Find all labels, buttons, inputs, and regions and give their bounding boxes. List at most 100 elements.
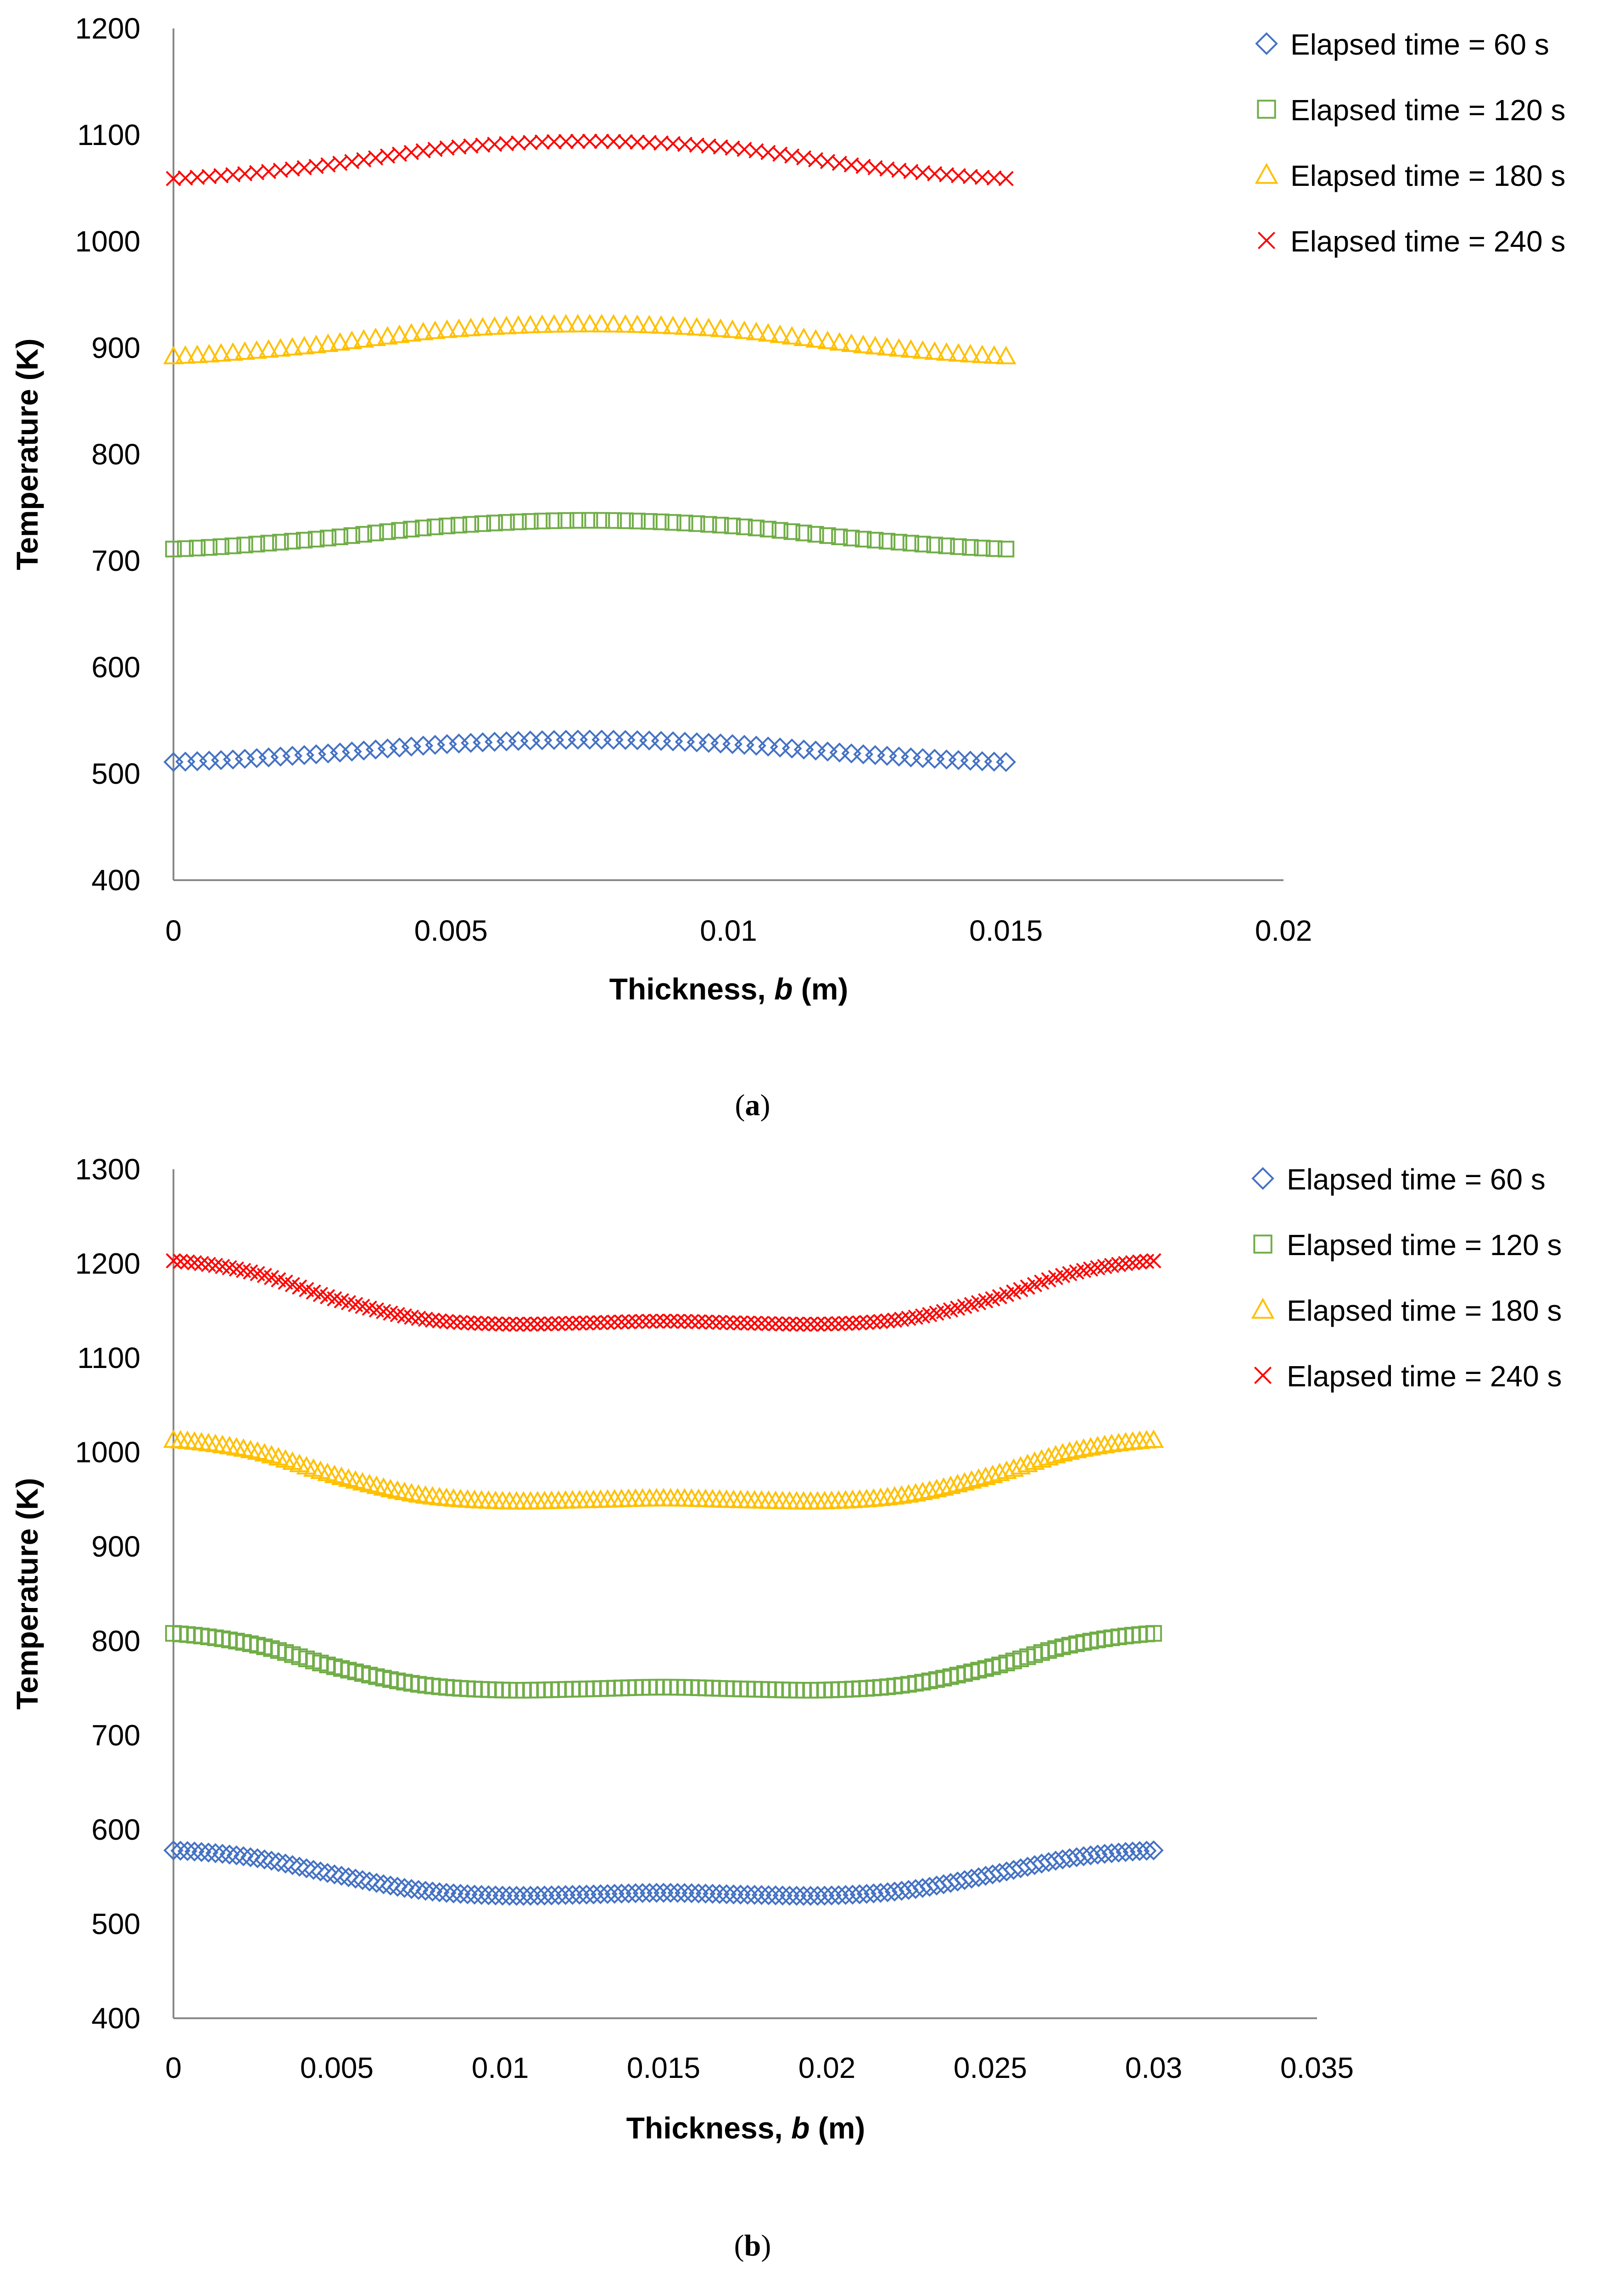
data-point bbox=[270, 746, 291, 767]
data-point bbox=[258, 747, 279, 768]
data-point bbox=[877, 746, 897, 766]
data-point bbox=[974, 540, 991, 557]
data-point bbox=[1129, 1841, 1150, 1861]
data-point bbox=[544, 730, 564, 750]
data-point bbox=[912, 1481, 933, 1501]
data-point bbox=[819, 527, 836, 544]
data-point bbox=[401, 323, 422, 342]
data-point bbox=[387, 1876, 408, 1897]
data-point bbox=[681, 1883, 702, 1904]
data-point bbox=[226, 1845, 247, 1865]
series-3-points bbox=[166, 1253, 1161, 1332]
data-point bbox=[639, 730, 659, 751]
data-point bbox=[268, 1852, 289, 1872]
data-point bbox=[223, 342, 243, 361]
data-point bbox=[751, 1885, 772, 1905]
data-point bbox=[495, 1316, 510, 1332]
y-tick-label: 1100 bbox=[77, 118, 140, 151]
data-point bbox=[695, 1883, 716, 1904]
data-point bbox=[496, 731, 517, 752]
data-point bbox=[581, 512, 598, 529]
data-point bbox=[211, 750, 231, 770]
data-point bbox=[246, 748, 267, 768]
data-point bbox=[663, 1313, 678, 1329]
data-point bbox=[341, 330, 363, 349]
data-point bbox=[508, 1317, 525, 1332]
data-point bbox=[674, 1883, 695, 1903]
data-point bbox=[627, 730, 647, 750]
data-point bbox=[888, 338, 910, 357]
data-point bbox=[178, 170, 193, 186]
data-point bbox=[219, 1844, 240, 1865]
data-point bbox=[989, 1463, 1010, 1481]
data-point bbox=[520, 1886, 541, 1906]
data-point bbox=[901, 747, 921, 768]
data-point bbox=[502, 1316, 517, 1332]
data-point bbox=[795, 525, 812, 542]
data-point bbox=[306, 744, 326, 765]
data-point bbox=[831, 1316, 847, 1331]
data-point bbox=[475, 137, 491, 153]
data-point bbox=[914, 536, 931, 553]
data-point bbox=[900, 339, 921, 358]
data-point bbox=[472, 317, 493, 336]
data-point bbox=[815, 1886, 835, 1906]
data-point bbox=[684, 1314, 699, 1329]
data-point bbox=[781, 738, 802, 759]
data-point bbox=[765, 1885, 786, 1906]
data-point bbox=[1010, 1456, 1031, 1475]
data-point bbox=[377, 326, 398, 345]
data-point bbox=[403, 520, 420, 538]
data-point bbox=[532, 314, 552, 333]
data-point bbox=[310, 1861, 331, 1881]
data-point bbox=[234, 748, 255, 769]
data-point bbox=[254, 1849, 275, 1870]
data-point bbox=[205, 1843, 226, 1864]
x-tick-label: 0.015 bbox=[627, 2051, 700, 2084]
data-point bbox=[919, 1480, 940, 1499]
legend-label: Elapsed time = 60 s bbox=[1287, 1163, 1546, 1196]
data-point bbox=[355, 526, 372, 543]
data-point bbox=[968, 1468, 989, 1487]
data-point bbox=[487, 136, 502, 152]
data-point bbox=[438, 517, 456, 535]
y-tick-labels-b: 400 500 600 700 800 900 1000 1100 1200 1300 bbox=[75, 1153, 140, 2035]
data-point bbox=[436, 1882, 457, 1903]
data-point bbox=[768, 1316, 783, 1332]
data-point bbox=[642, 134, 657, 151]
data-point bbox=[719, 1315, 734, 1330]
series-3-points bbox=[166, 134, 1014, 186]
data-point bbox=[303, 1859, 324, 1880]
data-point bbox=[829, 332, 850, 351]
data-point bbox=[947, 1474, 968, 1492]
data-point bbox=[498, 514, 515, 531]
data-point bbox=[632, 1883, 653, 1903]
data-point bbox=[736, 518, 753, 536]
legend-marker-icon bbox=[1257, 100, 1276, 119]
legend-item: Elapsed time = 60 s bbox=[1251, 1163, 1546, 1196]
data-point bbox=[642, 1313, 658, 1329]
data-point bbox=[938, 537, 955, 554]
data-point bbox=[418, 1312, 433, 1327]
data-point bbox=[625, 1883, 646, 1904]
data-point bbox=[924, 748, 945, 769]
legend-item: Elapsed time = 60 s bbox=[1255, 28, 1549, 61]
y-axis-title-a: Temperature (K) bbox=[10, 339, 44, 570]
data-point bbox=[859, 1315, 875, 1330]
x-axis-title-b: Thickness, b (m) bbox=[626, 2111, 865, 2145]
data-point bbox=[1144, 1840, 1164, 1860]
data-point bbox=[879, 161, 895, 177]
data-point bbox=[873, 1314, 888, 1329]
data-point bbox=[318, 743, 338, 764]
data-points-a bbox=[163, 134, 1016, 772]
data-point bbox=[817, 330, 838, 349]
x-tick-label: 0.03 bbox=[1125, 2051, 1183, 2084]
data-point bbox=[425, 735, 446, 755]
y-tick-label: 400 bbox=[91, 864, 140, 897]
data-point bbox=[866, 1314, 882, 1330]
data-point bbox=[603, 314, 624, 333]
legend-b: Elapsed time = 60 s Elapsed time = 120 s E… bbox=[1251, 1163, 1562, 1393]
data-point bbox=[793, 739, 814, 760]
data-point bbox=[936, 342, 957, 361]
x-tick-label: 0 bbox=[165, 914, 182, 947]
